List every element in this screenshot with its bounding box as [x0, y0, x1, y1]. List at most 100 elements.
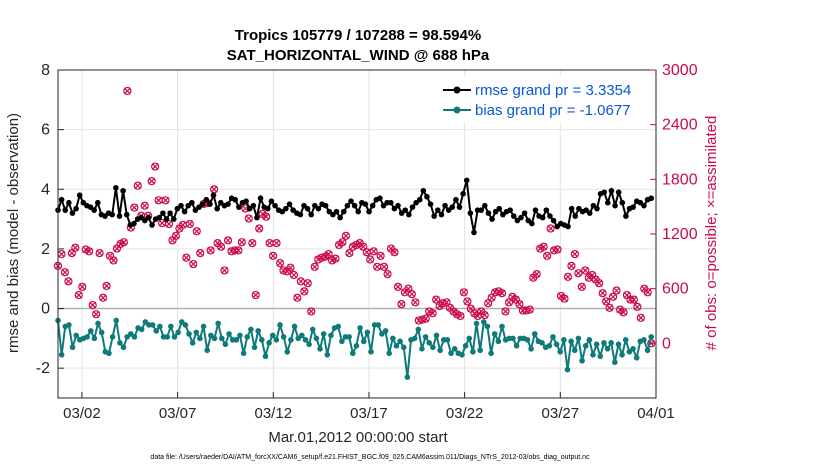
- obs-assimilated-marker: [75, 291, 83, 299]
- chart-title-line2: SAT_HORIZONTAL_WIND @ 688 hPa: [227, 47, 490, 64]
- obs-assimilated-marker: [266, 239, 274, 247]
- bias-point: [168, 323, 174, 330]
- obs-assimilated-marker: [99, 294, 107, 302]
- obs-assimilated-marker: [207, 246, 215, 254]
- y-ticks-left: 8 6 4 2 0 -2: [36, 62, 64, 377]
- bias-point: [531, 331, 538, 337]
- rmse-point: [442, 202, 448, 209]
- obs-possible-marker: [629, 295, 638, 304]
- rmse-point: [225, 201, 231, 207]
- rmse-point: [369, 202, 376, 209]
- rmse-point: [449, 204, 456, 210]
- rmse-point: [214, 205, 220, 212]
- bias-point: [539, 340, 545, 346]
- obs-possible-marker: [539, 242, 548, 251]
- obs-assimilated-marker: [71, 244, 79, 252]
- obs-possible-marker: [549, 246, 559, 255]
- obs-assimilated-marker: [481, 311, 489, 319]
- obs-possible-marker: [189, 259, 198, 269]
- rmse-point: [543, 207, 550, 213]
- obs-assimilated-marker: [269, 252, 277, 260]
- obs-possible-marker: [345, 249, 354, 258]
- bias-point: [622, 337, 629, 343]
- obs-assimilated-marker: [273, 239, 280, 247]
- obs-possible-marker: [390, 248, 399, 257]
- bias-point: [69, 344, 76, 351]
- bias-point: [382, 328, 389, 334]
- rmse-point: [463, 177, 470, 184]
- x-tick-label: 03/12: [255, 405, 293, 422]
- bias-point: [153, 328, 160, 334]
- obs-possible-marker: [543, 251, 552, 260]
- bias-point: [197, 335, 203, 342]
- rmse-point: [76, 192, 83, 199]
- obs-assimilated-marker: [103, 282, 110, 290]
- obs-assimilated-marker: [61, 268, 69, 276]
- obs-possible-marker: [366, 255, 375, 264]
- bias-point: [302, 337, 309, 343]
- obs-assimilated-marker: [571, 250, 579, 258]
- obs-possible-marker: [74, 290, 83, 300]
- rmse-point: [337, 214, 343, 221]
- bias-point: [200, 323, 207, 330]
- obs-assimilated-marker: [606, 304, 614, 312]
- bias-point: [280, 334, 287, 340]
- rmse-point: [605, 199, 611, 206]
- bias-point: [459, 351, 465, 358]
- obs-possible-marker: [64, 277, 73, 286]
- rmse-point: [181, 208, 188, 215]
- rmse-point: [619, 199, 626, 206]
- obs-possible-marker: [379, 262, 389, 271]
- rmse-point: [254, 214, 260, 221]
- rmse-point: [297, 211, 304, 218]
- bias-point: [590, 351, 596, 358]
- rmse-point: [160, 210, 166, 216]
- rmse-point: [62, 207, 69, 213]
- obs-possible-marker: [102, 281, 111, 291]
- obs-possible-marker: [497, 289, 507, 298]
- bias-point: [648, 334, 655, 340]
- obs-possible-marker: [595, 279, 604, 288]
- rmse-point: [69, 210, 76, 216]
- bias-point: [186, 331, 192, 337]
- obs-assimilated-marker: [234, 246, 242, 254]
- bias-point: [291, 323, 298, 330]
- obs-assimilated-marker: [96, 249, 104, 257]
- bias-point: [586, 337, 593, 343]
- obs-possible-marker: [78, 282, 87, 291]
- bias-point: [597, 353, 604, 360]
- bias-point: [557, 348, 564, 355]
- bias-point: [473, 320, 480, 327]
- bias-point: [564, 366, 571, 373]
- bias-point: [364, 329, 371, 336]
- obs-possible-marker: [85, 247, 94, 256]
- obs-assimilated-marker: [581, 267, 589, 274]
- rmse-point: [395, 202, 401, 209]
- obs-possible-marker: [331, 254, 340, 263]
- rmse-point: [471, 229, 477, 236]
- obs-assimilated-marker: [498, 289, 506, 297]
- rmse-point: [66, 199, 72, 206]
- bias-point: [175, 329, 181, 336]
- y-ticks-right: 3000 2400 1800 1200 600 0: [650, 62, 698, 352]
- obs-possible-marker: [262, 212, 271, 221]
- obs-assimilated-marker: [595, 279, 603, 287]
- y-tick-label-left: 4: [41, 181, 50, 198]
- obs-assimilated-marker: [564, 273, 572, 281]
- obs-possible-marker: [324, 249, 333, 259]
- rmse-point: [91, 207, 97, 213]
- obs-assimilated-marker: [58, 250, 65, 258]
- obs-assimilated-marker: [325, 250, 333, 258]
- rmse-point: [478, 207, 485, 213]
- obs-possible-marker: [463, 297, 472, 306]
- obs-assimilated-marker: [148, 177, 156, 185]
- y-tick-label-right: 1200: [662, 226, 698, 243]
- obs-assimilated-marker: [363, 248, 371, 256]
- rmse-point: [489, 216, 495, 222]
- obs-possible-marker: [612, 286, 621, 295]
- obs-assimilated-marker: [141, 202, 149, 210]
- obs-assimilated-marker: [123, 87, 131, 95]
- rmse-point: [539, 214, 546, 221]
- obs-assimilated-marker: [162, 196, 169, 204]
- bias-point: [324, 351, 331, 358]
